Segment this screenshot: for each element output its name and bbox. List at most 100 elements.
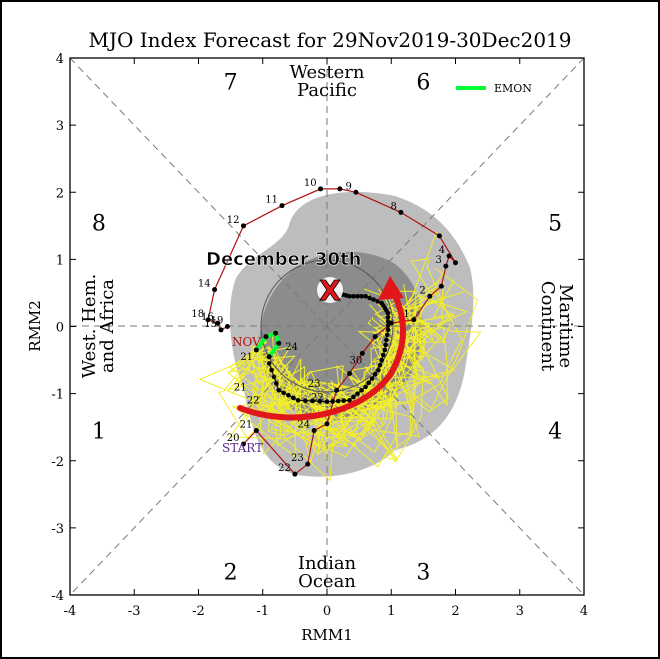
region-indian-line1: Indian	[298, 553, 357, 574]
emon-point	[263, 334, 269, 340]
forecast-mean-path	[266, 291, 391, 404]
phase-number: 3	[416, 561, 430, 586]
day-label: 3	[435, 255, 441, 266]
ensemble-track	[250, 311, 395, 438]
marker-backdrop	[317, 277, 343, 303]
forecast-point	[371, 297, 376, 302]
day-label: 21	[234, 382, 247, 393]
day-label: 22	[247, 396, 260, 407]
day-label: 20	[227, 433, 240, 444]
start-label: START	[222, 441, 263, 455]
observed-point	[353, 189, 359, 195]
day-label: 10	[304, 178, 317, 189]
day-label: 2	[419, 285, 425, 296]
ensemble-track	[229, 231, 456, 447]
forecast-point	[269, 367, 274, 373]
forecast-point	[372, 372, 378, 377]
day-label: 24	[297, 420, 310, 431]
forecast-point	[366, 380, 372, 386]
phase-number: 1	[92, 420, 106, 445]
y-tick-label: -4	[51, 589, 64, 604]
region-labels: Western Pacific Indian Ocean West. Hem. …	[79, 62, 576, 592]
ensemble-track	[227, 297, 451, 482]
forecast-point	[295, 398, 301, 403]
forecast-point	[383, 342, 388, 348]
diagonal-divider-2	[69, 57, 585, 596]
forecast-point	[377, 362, 383, 368]
forecast-point	[271, 374, 277, 380]
observed-point	[240, 223, 246, 229]
observed-point	[292, 471, 298, 477]
ensemble-track	[228, 284, 449, 456]
phase-number: 5	[548, 211, 562, 236]
forecast-point	[375, 299, 380, 304]
day-label: 21	[240, 420, 253, 431]
observed-point	[398, 209, 404, 215]
observed-point	[305, 461, 311, 467]
day-label: 9	[346, 181, 352, 192]
emon-point	[266, 354, 272, 360]
forecast-point	[286, 393, 291, 398]
emon-point	[276, 340, 282, 346]
forecast-point	[290, 395, 296, 401]
y-tick-label: 2	[56, 186, 64, 201]
phase-dividers	[69, 57, 585, 596]
forecast-point	[359, 293, 364, 299]
chart-title: MJO Index Forecast for 29Nov2019-30Dec20…	[88, 28, 571, 52]
emon-point	[253, 347, 259, 353]
day-label: 14	[198, 279, 211, 290]
propagation-arrow	[237, 276, 406, 421]
nov-label: NOV	[232, 335, 261, 349]
forecast-point	[317, 399, 323, 404]
x-tick-label: 0	[323, 604, 331, 619]
forecast-point	[367, 295, 372, 301]
observed-point	[446, 253, 452, 259]
forecast-point	[380, 352, 386, 358]
forecast-point	[359, 387, 364, 393]
propagation-arrow-head	[378, 276, 404, 300]
forecast-point	[363, 384, 368, 390]
region-western-pacific-line1: Western	[289, 62, 364, 83]
forecast-point	[385, 323, 391, 328]
observed-point	[372, 334, 378, 340]
phase-number: 6	[416, 70, 430, 95]
day-label: 23	[291, 453, 304, 464]
observed-path: 2021222324123489101112141816151921212223…	[191, 178, 458, 477]
forecast-point	[303, 398, 308, 403]
forecast-point	[351, 394, 356, 400]
marker-x-icon: X	[319, 274, 341, 307]
unit-circle	[260, 259, 394, 393]
phase-number: 8	[92, 211, 106, 236]
observed-point	[215, 320, 221, 326]
observed-point	[218, 327, 224, 333]
region-maritime-line1: Maritime	[555, 284, 576, 368]
day-label: 19	[211, 316, 224, 327]
forecast-point	[384, 332, 390, 338]
forecast-point	[363, 293, 368, 299]
y-tick-label: -3	[51, 522, 64, 537]
emon-point	[273, 330, 279, 336]
day-label: 8	[391, 201, 397, 212]
forecast-point	[369, 376, 375, 381]
forecast-point	[379, 300, 384, 306]
day-label: 12	[227, 215, 240, 226]
x-tick-label: -2	[192, 604, 205, 619]
phase-number: 2	[224, 561, 238, 586]
y-tick-label: -2	[51, 455, 64, 470]
y-tick-label: 4	[56, 52, 64, 67]
forecast-point	[382, 347, 388, 353]
observed-point	[205, 317, 211, 323]
forecast-point	[335, 398, 341, 404]
day-label: 30	[350, 355, 363, 366]
observed-point	[334, 387, 340, 393]
x-axis-ticks: -4 -3 -2 -1 0 1 2 3 4	[64, 58, 588, 619]
day-label: 15	[204, 319, 217, 330]
observed-point	[324, 421, 330, 427]
x-tick-label: 1	[387, 604, 395, 619]
diagonal-divider-1	[69, 57, 585, 596]
observed-point	[224, 324, 230, 329]
x-tick-label: 2	[451, 604, 459, 619]
observed-point	[427, 293, 433, 299]
